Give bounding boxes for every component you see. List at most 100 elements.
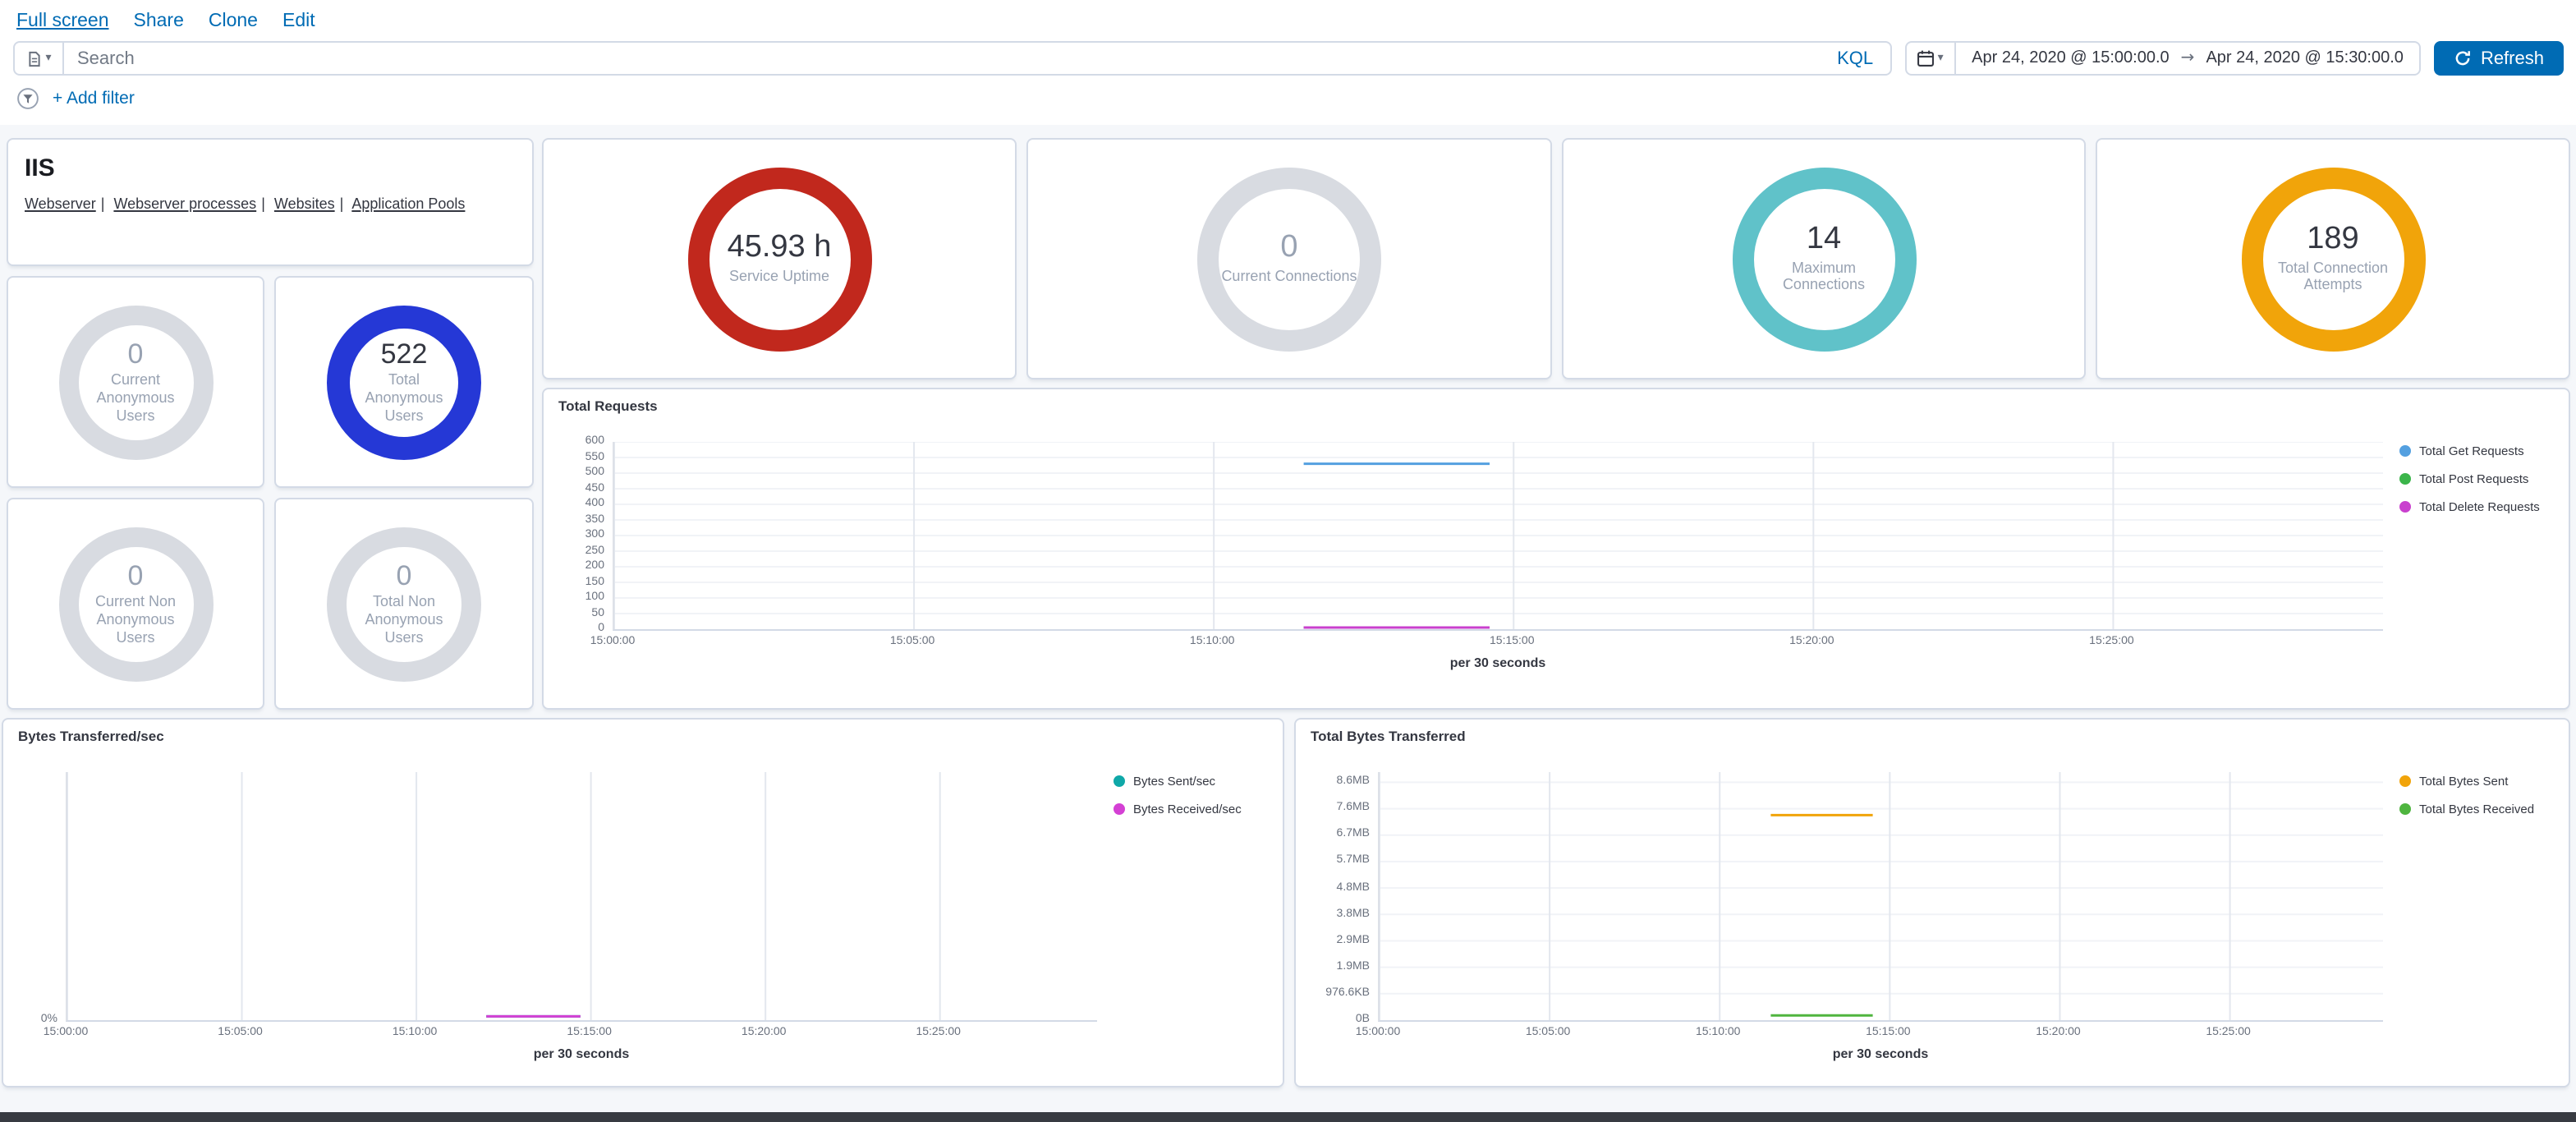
panel-total-non-anonymous-users: 0 Total Non Anonymous Users [274, 498, 534, 710]
date-quick-select-button[interactable]: ▾ [1906, 43, 1956, 74]
y-tick-label: 50 [591, 607, 604, 618]
x-tick-label: 15:05:00 [889, 636, 935, 647]
legend-item[interactable]: Total Bytes Received [2399, 802, 2555, 816]
iis-title: IIS [25, 154, 55, 182]
panel-bytes-transferred-per-sec-chart: Bytes Transferred/sec 0% 15:00:00 15:05:0… [2, 718, 1284, 1088]
y-axis: 0B 976.6KB 1.9MB 2.9MB 3.8MB 4.8MB 5.7MB 6.7MB 7… [1309, 772, 1378, 1025]
link-application-pools[interactable]: Application Pools [351, 195, 466, 212]
legend-color-dot [1114, 803, 1125, 815]
chart-plot-area[interactable] [1378, 772, 2383, 1022]
saved-query-menu-button[interactable]: ▾ [15, 43, 64, 74]
legend-item[interactable]: Total Delete Requests [2399, 499, 2555, 514]
x-axis: 15:00:00 15:05:00 15:10:00 15:15:00 15:20:00… [44, 1027, 1097, 1043]
legend-item[interactable]: Total Bytes Sent [2399, 774, 2555, 789]
y-tick-label: 350 [585, 513, 604, 525]
y-tick-label: 200 [585, 560, 604, 572]
y-tick-label: 8.6MB [1336, 775, 1370, 788]
date-range-start[interactable]: Apr 24, 2020 @ 15:00:00.0 [1972, 49, 2170, 67]
x-tick-label: 15:05:00 [218, 1027, 263, 1038]
link-websites[interactable]: Websites [273, 195, 335, 212]
gauge-label: Maximum Connections [1782, 259, 1866, 293]
gauge-value: 45.93 h [727, 230, 832, 265]
y-tick-label: 450 [585, 482, 604, 494]
refresh-icon [2456, 51, 2471, 66]
refresh-button-label: Refresh [2480, 48, 2544, 68]
filter-bar: + Add filter [0, 80, 2576, 122]
chart-title[interactable]: Bytes Transferred/sec [18, 728, 164, 744]
link-webserver[interactable]: Webserver [25, 195, 96, 212]
calendar-icon [1917, 50, 1934, 67]
panel-total-requests-chart: Total Requests 0 50 100 150 200 250 300 350 400 4… [542, 388, 2570, 710]
legend-item[interactable]: Bytes Received/sec [1114, 802, 1270, 816]
nav-link-share[interactable]: Share [133, 11, 184, 31]
legend-label: Total Get Requests [2419, 444, 2524, 458]
x-axis-label: per 30 seconds [1832, 1046, 1929, 1061]
y-tick-label: 150 [585, 576, 604, 587]
panel-total-anonymous-users: 522 Total Anonymous Users [274, 276, 534, 488]
date-range-end[interactable]: Apr 24, 2020 @ 15:30:00.0 [2206, 49, 2404, 67]
chart-title[interactable]: Total Bytes Transferred [1311, 728, 1466, 744]
add-filter-button[interactable]: + Add filter [53, 89, 135, 108]
y-tick-label: 250 [585, 545, 604, 556]
legend-label: Bytes Sent/sec [1133, 774, 1216, 789]
refresh-button[interactable]: Refresh [2434, 41, 2564, 76]
x-tick-label: 15:25:00 [2089, 636, 2134, 647]
dashboard-grid: IIS Webserver | Webserver processes | Webs… [0, 125, 2576, 1112]
gauge-ring: 189 Total Connection Attempts [2241, 167, 2425, 351]
panel-service-uptime: 45.93 h Service Uptime [542, 138, 1017, 379]
legend-color-dot [1114, 775, 1125, 787]
gauge-label: Current Anonymous Users [96, 371, 175, 424]
legend-label: Bytes Received/sec [1133, 802, 1242, 816]
gauge-ring: 0 Current Connections [1197, 167, 1381, 351]
nav-link-edit[interactable]: Edit [282, 11, 315, 31]
y-tick-label: 976.6KB [1325, 986, 1370, 999]
gauge-value: 14 [1806, 221, 1842, 256]
legend-color-dot [2399, 501, 2411, 513]
gauge-value: 522 [380, 338, 428, 370]
gauge-label: Total Connection Attempts [2277, 259, 2389, 293]
chart-title[interactable]: Total Requests [558, 398, 658, 414]
chart-legend: Bytes Sent/sec Bytes Received/sec [1097, 772, 1270, 1078]
x-axis: 15:00:00 15:05:00 15:10:00 15:15:00 15:20:00… [1356, 1027, 2383, 1043]
kql-button[interactable]: KQL [1837, 48, 1874, 68]
search-input[interactable] [64, 48, 1821, 68]
gauge-label: Current Connections [1221, 268, 1357, 285]
legend-item[interactable]: Total Get Requests [2399, 444, 2555, 458]
legend-item[interactable]: Bytes Sent/sec [1114, 774, 1270, 789]
link-separator: | [100, 195, 105, 212]
x-tick-label: 15:20:00 [2036, 1027, 2081, 1038]
x-tick-label: 15:15:00 [1490, 636, 1535, 647]
chart-legend: Total Bytes Sent Total Bytes Received [2383, 772, 2555, 1078]
x-tick-label: 15:00:00 [590, 636, 636, 647]
chart-plot-area[interactable] [66, 772, 1097, 1022]
iis-links: Webserver | Webserver processes | Websites… [25, 195, 516, 212]
x-tick-label: 15:10:00 [1695, 1027, 1741, 1038]
filter-icon[interactable] [16, 87, 39, 110]
x-tick-label: 15:05:00 [1525, 1027, 1571, 1038]
legend-item[interactable]: Total Post Requests [2399, 471, 2555, 486]
x-axis-label: per 30 seconds [1449, 655, 1546, 670]
y-axis: 0% [16, 772, 66, 1025]
legend-color-dot [2399, 803, 2411, 815]
nav-link-clone[interactable]: Clone [208, 11, 258, 31]
link-separator: | [261, 195, 265, 212]
y-tick-label: 6.7MB [1336, 828, 1370, 840]
x-tick-label: 15:20:00 [741, 1027, 787, 1038]
x-tick-label: 15:00:00 [43, 1027, 89, 1038]
gauge-ring: 0 Total Non Anonymous Users [327, 527, 481, 681]
y-tick-label: 2.9MB [1336, 934, 1370, 946]
panel-current-connections: 0 Current Connections [1026, 138, 1552, 379]
y-tick-label: 500 [585, 467, 604, 478]
y-axis: 0 50 100 150 200 250 300 350 400 450 500 550 600 [557, 435, 613, 634]
saved-query-icon [28, 50, 40, 67]
chart-plot-area[interactable] [613, 442, 2383, 631]
panel-current-non-anonymous-users: 0 Current Non Anonymous Users [7, 498, 264, 710]
x-axis: 15:00:00 15:05:00 15:10:00 15:15:00 15:20:00… [590, 636, 2383, 652]
nav-link-full-screen[interactable]: Full screen [16, 11, 109, 31]
gauge-ring: 45.93 h Service Uptime [687, 167, 871, 351]
link-webserver-processes[interactable]: Webserver processes [113, 195, 257, 212]
y-tick-label: 4.8MB [1336, 881, 1370, 894]
y-tick-label: 7.6MB [1336, 802, 1370, 814]
y-tick-label: 1.9MB [1336, 960, 1370, 973]
